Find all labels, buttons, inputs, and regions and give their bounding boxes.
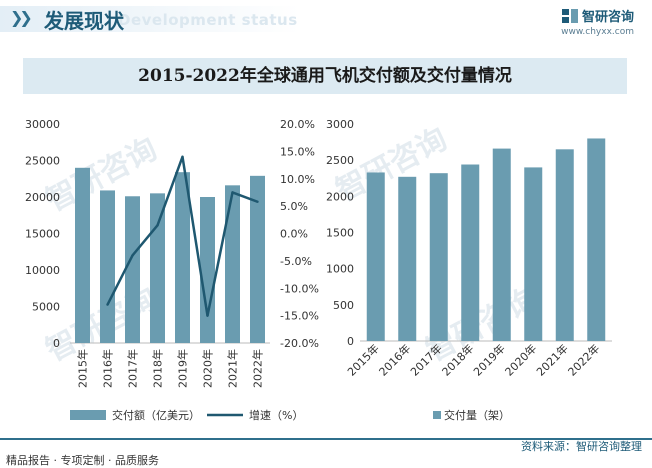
- section-title-en: Development status: [118, 11, 298, 29]
- y-tick-label: 0: [347, 335, 354, 348]
- bar: [398, 176, 417, 341]
- growth-point: [106, 303, 109, 306]
- y-tick-label-left: 10000: [25, 264, 60, 277]
- bar: [125, 196, 140, 343]
- header-accent: [0, 6, 300, 32]
- bar: [200, 197, 215, 343]
- x-tick-label: 2015年: [76, 349, 90, 388]
- growth-point: [256, 200, 259, 203]
- growth-point: [181, 155, 184, 159]
- x-tick-label: 2020年: [502, 341, 539, 378]
- x-tick-label: 2018年: [151, 349, 165, 388]
- y-tick-label: 1000: [326, 263, 354, 276]
- x-tick-label: 2021年: [533, 341, 570, 378]
- bar: [225, 185, 240, 343]
- bar: [555, 149, 574, 341]
- x-tick-label: 2016年: [101, 349, 115, 388]
- y-tick-label-left: 20000: [25, 191, 60, 204]
- y-tick-label-right: -20.0%: [280, 337, 319, 350]
- x-tick-label: 2017年: [407, 341, 444, 378]
- growth-point: [206, 314, 209, 317]
- y-tick-label-left: 25000: [25, 155, 60, 168]
- legend-label-bar: 交付额（亿美元）: [112, 408, 200, 422]
- bar: [175, 172, 190, 343]
- legend-label-line: 增速（%）: [249, 408, 303, 422]
- y-tick-label-right: 5.0%: [280, 200, 308, 213]
- brand-name: 智研咨询: [581, 10, 634, 25]
- footer-slogan: 精品报告 · 专项定制 · 品质服务: [6, 454, 159, 467]
- brand: 智研咨询: [561, 6, 634, 25]
- x-tick-label: 2022年: [565, 341, 602, 378]
- brand-logo-icon: [561, 9, 578, 23]
- y-tick-label-right: 15.0%: [280, 145, 315, 158]
- section-title: 发展现状: [44, 9, 124, 33]
- bar: [524, 167, 543, 341]
- legend-swatch-bar: [433, 411, 441, 419]
- growth-point: [131, 254, 134, 257]
- growth-point: [156, 224, 159, 227]
- y-tick-label-right: -15.0%: [280, 310, 319, 323]
- y-tick-label-right: -10.0%: [280, 282, 319, 295]
- y-tick-label: 2500: [326, 154, 354, 167]
- y-tick-label: 1500: [326, 227, 354, 240]
- y-tick-label-right: 0.0%: [280, 228, 308, 241]
- x-tick-label: 2016年: [376, 341, 413, 378]
- y-tick-label-left: 5000: [32, 301, 60, 314]
- footer-source: 资料来源：智研咨询整理: [521, 440, 642, 453]
- y-tick-label-right: -5.0%: [280, 255, 312, 268]
- growth-point: [231, 191, 234, 194]
- header: ❯❯ Development status 发展现状: [0, 0, 652, 38]
- bar: [150, 193, 165, 343]
- chart-title: 2015-2022年全球通用飞机交付额及交付量情况: [23, 58, 627, 94]
- y-tick-label: 3000: [326, 118, 354, 131]
- bar: [461, 164, 480, 341]
- bar: [75, 167, 90, 343]
- y-tick-label-left: 15000: [25, 228, 60, 241]
- bar: [492, 148, 511, 341]
- y-tick-label-left: 0: [53, 337, 60, 350]
- brand-url: www.chyxx.com: [561, 27, 634, 37]
- x-tick-label: 2021年: [226, 349, 240, 388]
- legend-label-bar: 交付量（架）: [444, 408, 510, 422]
- y-tick-label-right: 20.0%: [280, 118, 315, 131]
- x-tick-label: 2018年: [439, 341, 476, 378]
- footer-divider: [0, 438, 652, 440]
- y-tick-label: 500: [333, 299, 354, 312]
- legend-swatch-bar: [70, 410, 106, 420]
- bar: [366, 172, 385, 341]
- x-tick-label: 2017年: [126, 349, 140, 388]
- chevron-icon: ❯❯: [10, 8, 33, 27]
- x-tick-label: 2019年: [470, 341, 507, 378]
- y-tick-label-left: 30000: [25, 118, 60, 131]
- x-tick-label: 2022年: [251, 349, 265, 388]
- bar: [587, 138, 606, 341]
- y-tick-label: 2000: [326, 190, 354, 203]
- bar: [100, 190, 115, 343]
- x-tick-label: 2019年: [176, 349, 190, 388]
- bar: [250, 175, 265, 343]
- x-tick-label: 2020年: [201, 349, 215, 388]
- bar: [429, 173, 448, 341]
- y-tick-label-right: 10.0%: [280, 173, 315, 186]
